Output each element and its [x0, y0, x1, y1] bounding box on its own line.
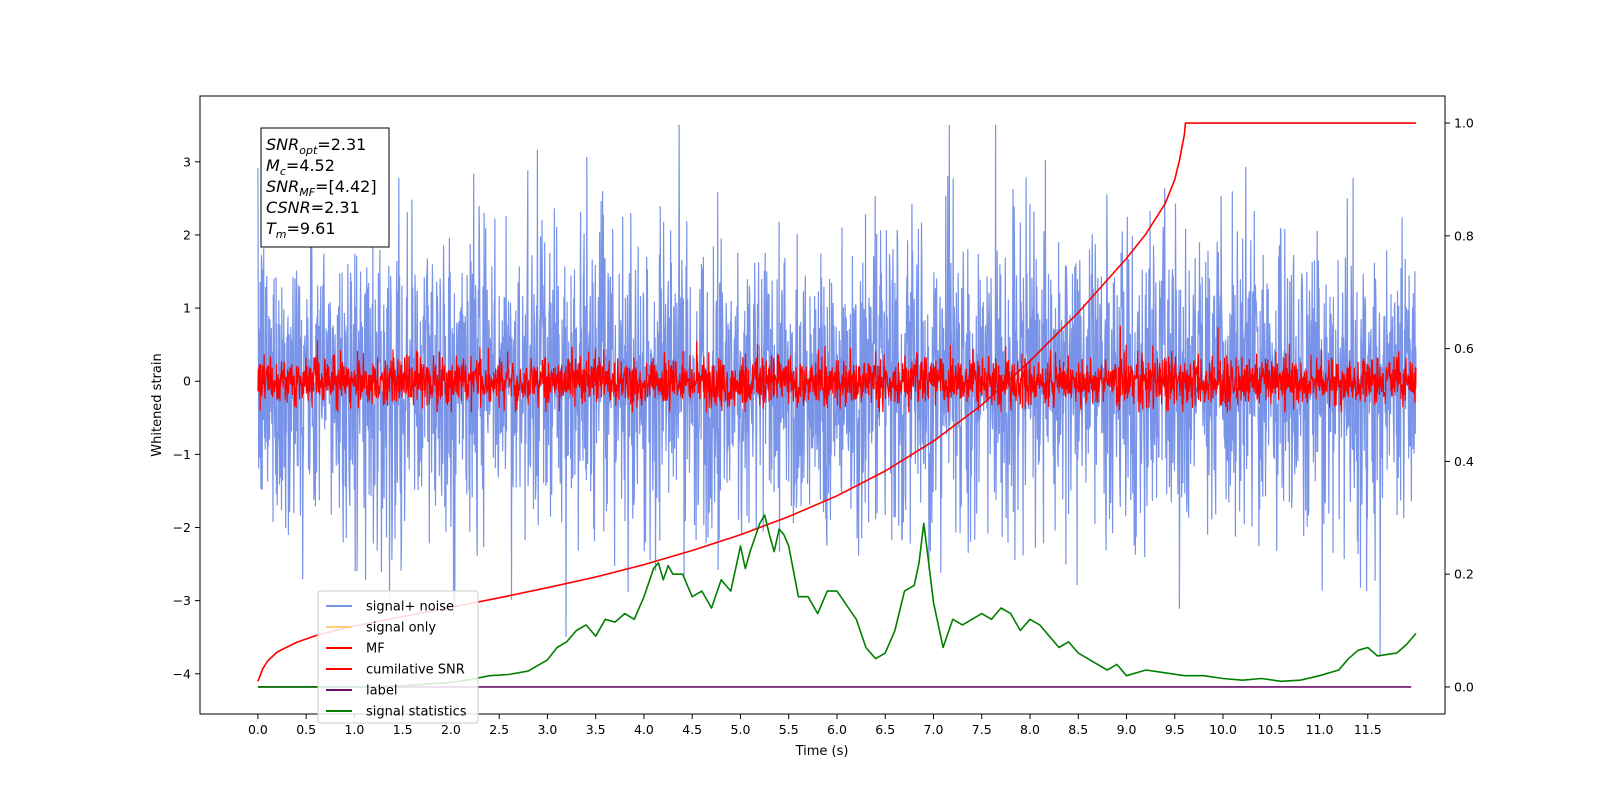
y2-tick-label: 0.8	[1454, 228, 1474, 243]
y-tick-label: 0	[183, 374, 191, 389]
y-tick-label: −4	[173, 666, 191, 681]
annotation-subscript: m	[276, 228, 287, 241]
annotation-line: SNRopt=2.31	[266, 135, 366, 157]
annotation-line: Tm=9.61	[266, 219, 336, 241]
y-axis-right: 0.0 0.2 0.4 0.6 0.8 1.0	[1445, 116, 1474, 694]
annotation-symbol: T	[266, 219, 277, 238]
x-tick-label: 10.5	[1257, 722, 1285, 737]
x-tick-label: 10.0	[1209, 722, 1237, 737]
x-tick-label: 5.5	[779, 722, 799, 737]
x-tick-label: 4.0	[634, 722, 654, 737]
x-tick-label: 2.5	[489, 722, 509, 737]
x-tick-label: 4.5	[682, 722, 702, 737]
y-tick-label: 3	[183, 154, 191, 169]
annotation-symbol: M	[266, 156, 280, 175]
annotation-subscript: MF	[299, 186, 315, 199]
annotation-value: =[4.42]	[315, 177, 377, 196]
series-mf	[257, 325, 1417, 413]
legend-entry: cumilative SNR	[366, 663, 465, 678]
x-tick-label: 1.0	[344, 722, 364, 737]
annotation-subscript: c	[280, 165, 286, 178]
x-tick-label: 8.5	[1068, 722, 1088, 737]
annotation-frame	[260, 127, 390, 248]
x-tick-label: 3.0	[537, 722, 557, 737]
legend-entry: signal+ noise	[366, 600, 454, 615]
annotation-value: =2.31	[317, 135, 366, 154]
y-tick-label: −1	[173, 447, 191, 462]
x-tick-label: 1.5	[393, 722, 413, 737]
annotation-value: =2.31	[311, 198, 360, 217]
legend-frame	[317, 590, 479, 724]
y2-tick-label: 0.4	[1454, 454, 1474, 469]
y-tick-label: −2	[173, 520, 191, 535]
legend-entry: label	[366, 684, 397, 699]
x-tick-label: 8.0	[1020, 722, 1040, 737]
x-tick-label: 5.0	[731, 722, 751, 737]
annotation-symbol: SNR	[266, 177, 299, 196]
y-tick-label: 1	[183, 301, 191, 316]
annotation-line: SNRMF=[4.42]	[266, 177, 377, 199]
series-signal-statistics	[257, 514, 1417, 688]
x-axis: 0.0 0.5 1.0 1.5 2.0 2.5 3.0 3.5 4.0 4.5 5.0 5.5 6.0 6…	[248, 714, 1382, 737]
x-tick-label: 11.5	[1354, 722, 1382, 737]
stats-annotation-box: SNRopt=2.31Mc=4.52SNRMF=[4.42]CSNR=2.31T…	[260, 127, 390, 248]
x-tick-label: 11.0	[1306, 722, 1334, 737]
annotation-value: =4.52	[286, 156, 335, 175]
annotation-line: Mc=4.52	[266, 156, 335, 178]
annotation-line: CSNR=2.31	[266, 198, 360, 217]
y-axis-label: Whitened strain	[150, 353, 165, 456]
x-tick-label: 2.0	[441, 722, 461, 737]
y2-tick-label: 0.6	[1454, 341, 1474, 356]
legend-entry: MF	[366, 642, 385, 657]
legend-entry: signal only	[366, 621, 436, 636]
x-tick-label: 6.0	[827, 722, 847, 737]
plot-frame	[199, 95, 1446, 715]
annotation-subscript: opt	[299, 144, 318, 157]
x-tick-label: 0.5	[296, 722, 316, 737]
x-tick-label: 0.0	[248, 722, 268, 737]
x-tick-label: 9.0	[1117, 722, 1137, 737]
series-signal-noise	[257, 124, 1417, 657]
y2-tick-label: 0.0	[1454, 679, 1474, 694]
x-tick-label: 7.0	[924, 722, 944, 737]
annotation-symbol: CSNR	[266, 198, 311, 217]
x-tick-label: 6.5	[875, 722, 895, 737]
x-tick-label: 7.5	[972, 722, 992, 737]
y-axis-left: −4 −3 −2 −1 0 1 2 3	[173, 154, 200, 681]
series-cumilative-snr	[257, 122, 1416, 682]
x-tick-label: 9.5	[1165, 722, 1185, 737]
annotation-value: =9.61	[287, 219, 336, 238]
y2-tick-label: 1.0	[1454, 116, 1474, 131]
y-tick-label: −3	[173, 593, 191, 608]
annotation-symbol: SNR	[266, 135, 299, 154]
x-tick-label: 3.5	[586, 722, 606, 737]
legend-entry: signal statistics	[366, 705, 467, 720]
y2-tick-label: 0.2	[1454, 567, 1474, 582]
y-tick-label: 2	[183, 227, 191, 242]
x-axis-label: Time (s)	[795, 744, 849, 759]
legend: signal+ noise signal only MF cumilative SNR…	[317, 590, 479, 724]
